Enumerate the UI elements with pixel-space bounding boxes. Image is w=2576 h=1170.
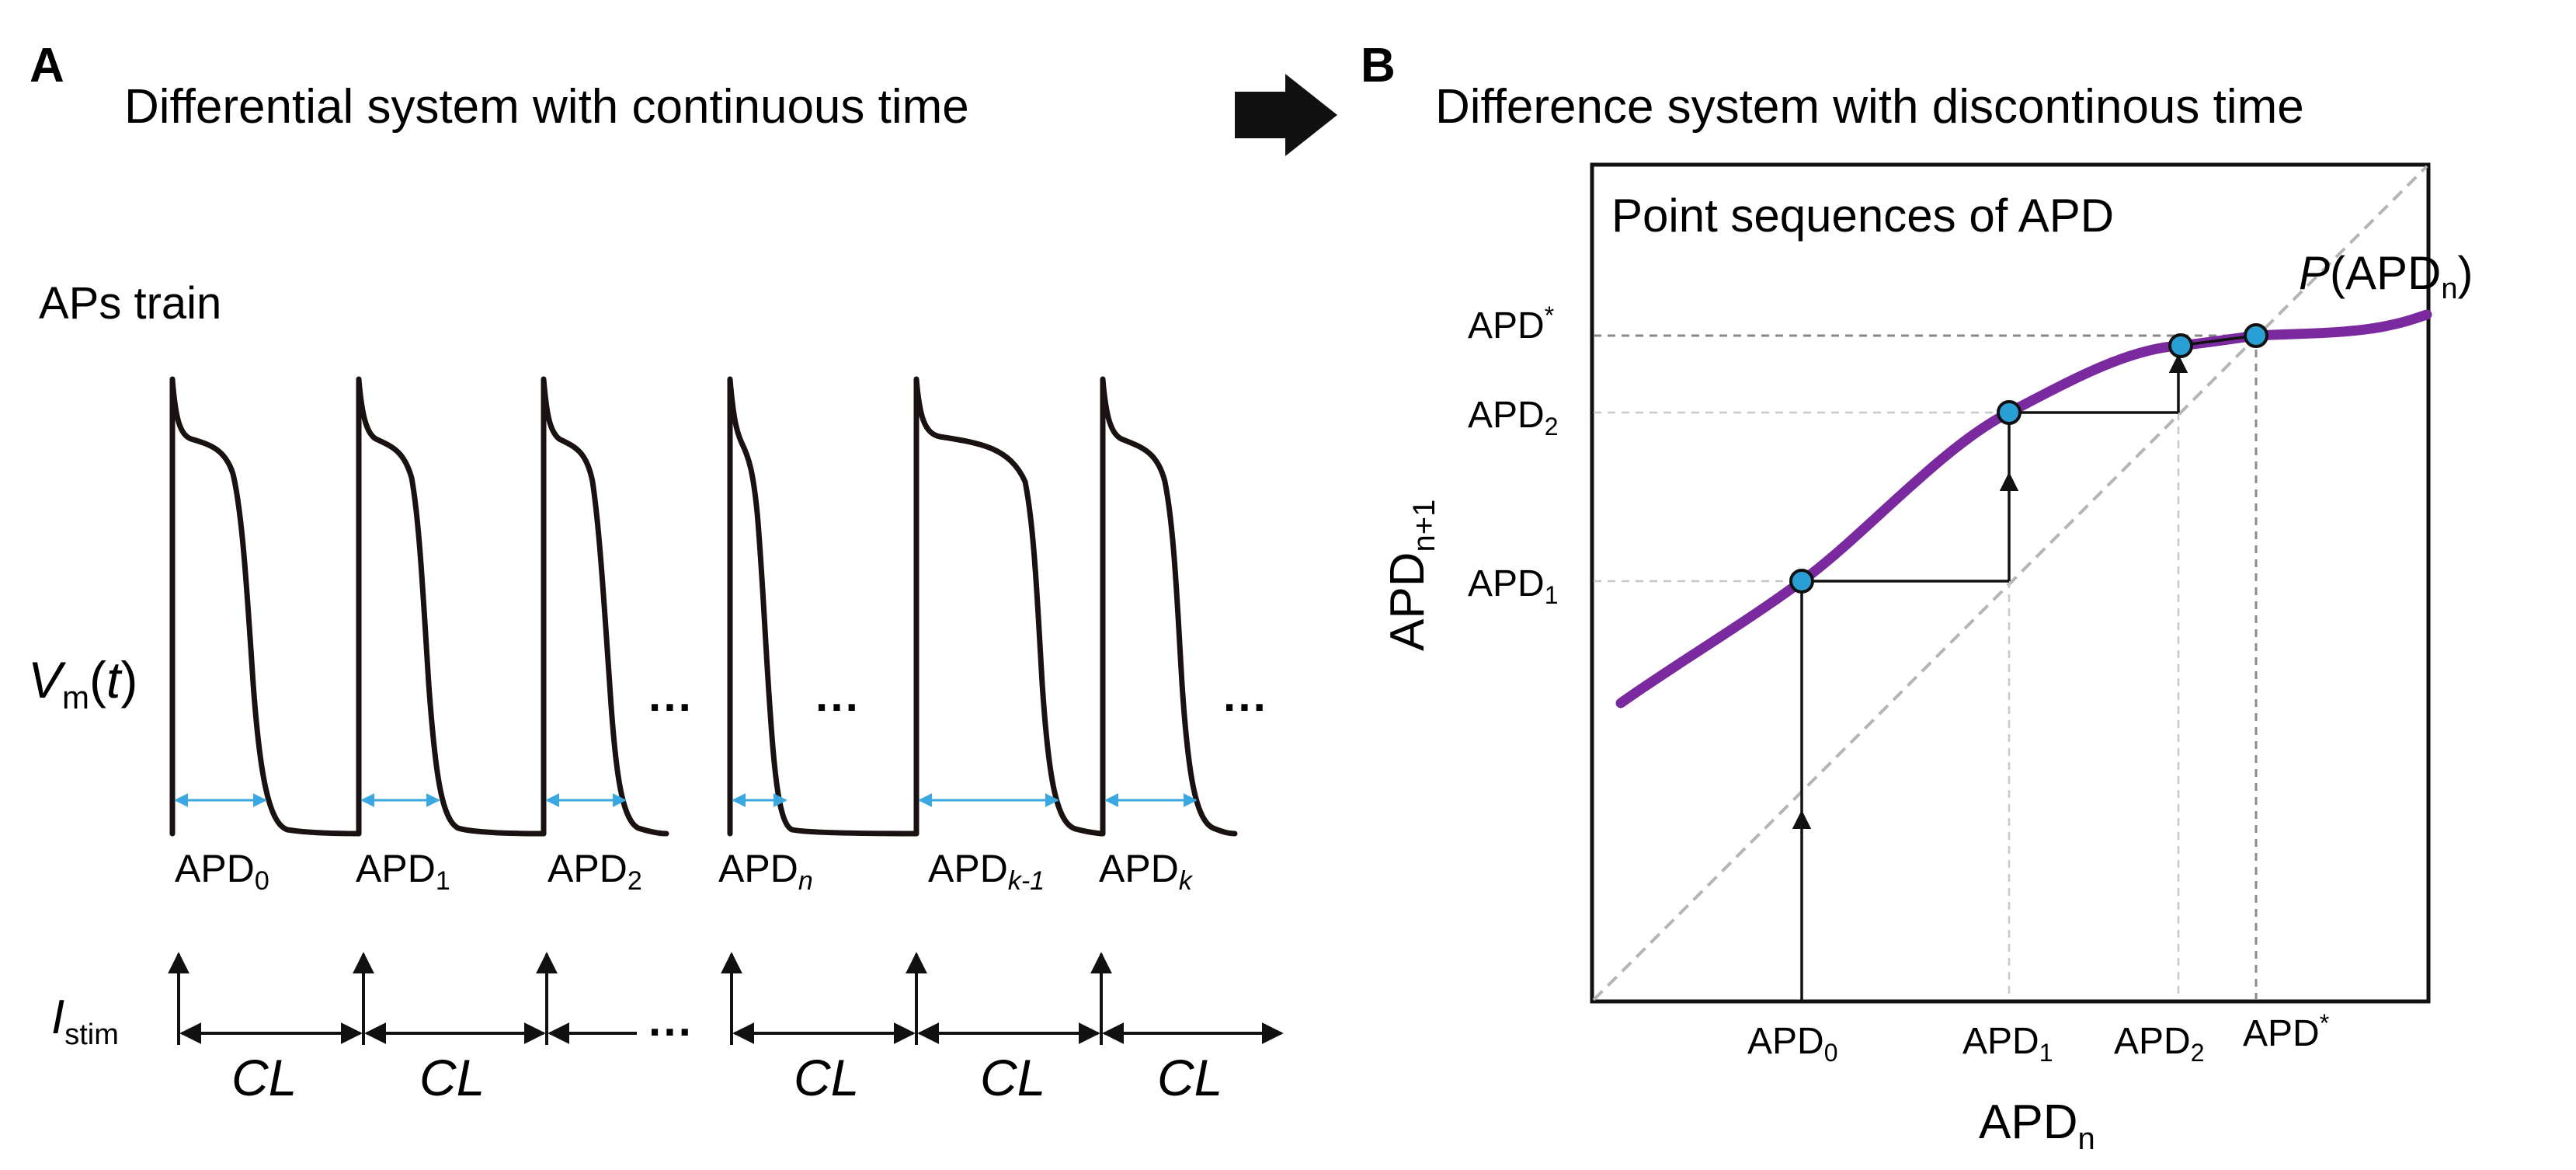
cl-label-group: CL CL CL CL CL [231, 1049, 1222, 1106]
fixed-point [2244, 323, 2268, 348]
trace-ellipsis: ··· [1223, 682, 1268, 733]
iteration-point [1997, 400, 2022, 425]
x-tick-label: APD2 [2114, 1021, 2205, 1067]
apd-label: APD2 [548, 847, 642, 896]
identity-diagonal-line [1592, 165, 2428, 1001]
cobweb-path-group [1792, 334, 2257, 1000]
trace-ellipsis: ··· [648, 682, 694, 733]
aps-train-label: APs train [39, 278, 221, 329]
apd-label: APDn [718, 847, 813, 896]
plot-box-title: Point sequences of APD [1611, 190, 2114, 242]
x-tick-label: APD1 [1962, 1021, 2053, 1067]
x-tick-label: APD* [2243, 1009, 2329, 1054]
vm-label: Vm(t) [28, 651, 137, 716]
x-tick-label-group: APD0 APD1 APD2 APD* [1747, 1009, 2329, 1067]
panel-b-title: Difference system with discontinous time [1435, 80, 2304, 134]
stimulus-ellipsis: ··· [648, 1007, 694, 1057]
apd-label: APD0 [175, 847, 269, 896]
stimulus-arrow-group [168, 952, 1112, 1045]
cl-label: CL [419, 1049, 485, 1106]
y-tick-label: APD2 [1468, 395, 1559, 440]
x-tick-label: APD0 [1747, 1021, 1838, 1067]
curve-label: P(APDn) [2299, 247, 2473, 305]
iteration-point [2168, 333, 2193, 358]
cl-label: CL [794, 1049, 859, 1106]
y-axis-title: APDn+1 [1381, 500, 1441, 651]
transition-arrow-icon [1235, 74, 1337, 156]
istim-label: Istim [51, 991, 119, 1051]
action-potential-trace [356, 376, 547, 837]
cl-label: CL [980, 1049, 1045, 1106]
y-tick-label-group: APD* APD2 APD1 [1468, 301, 1559, 609]
y-tick-label: APD1 [1468, 563, 1559, 609]
fixed-point-guide-group [1594, 334, 2258, 1000]
plot-frame [1590, 162, 2431, 1004]
action-potential-trace [727, 376, 920, 837]
apd-restitution-curve [1615, 309, 2432, 709]
x-axis-title: APDn [1979, 1095, 2095, 1156]
iteration-point-group [1789, 323, 2268, 594]
trace-ellipsis: ··· [815, 682, 860, 733]
cl-label: CL [1157, 1049, 1222, 1106]
action-potential-trace [1100, 376, 1238, 837]
panel-a-letter: A [30, 39, 64, 92]
apd-label: APDk [1099, 847, 1194, 896]
cl-label: CL [231, 1049, 297, 1106]
apd-label: APDk-1 [928, 847, 1045, 896]
action-potential-trace [913, 376, 1106, 837]
action-potential-trace [541, 376, 669, 837]
panel-b-letter: B [1361, 39, 1396, 92]
panel-a-title: Differential system with continuous time [124, 80, 969, 134]
apd-label: APD1 [356, 847, 450, 896]
iteration-point [1789, 569, 1814, 594]
action-potential-trace [169, 376, 362, 837]
action-potential-trace-group [169, 376, 1238, 837]
apd-label-group: APD0 APD1 APD2 APDn APDk-1 APDk [175, 847, 1194, 896]
y-tick-label: APD* [1468, 301, 1554, 346]
